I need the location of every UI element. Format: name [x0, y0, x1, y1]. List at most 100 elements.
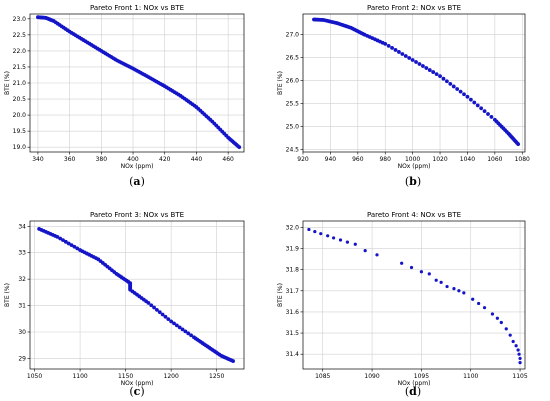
data-point — [61, 238, 65, 243]
plot-frame — [29, 13, 245, 153]
x-tick-label: 1095 — [414, 373, 429, 380]
plot-frame — [302, 220, 526, 370]
x-tick-label: 1250 — [209, 373, 224, 380]
y-tick-label: 19.5 — [13, 128, 27, 135]
x-tick-label: 980 — [379, 156, 391, 163]
chart-panel-b: 920 940 960 980 1000 1020 1040 1060 1080 24.5 25.0… — [277, 4, 530, 188]
data-point — [66, 241, 71, 246]
data-point — [419, 270, 423, 274]
plot-frame — [302, 13, 526, 153]
data-point — [307, 227, 311, 232]
data-point — [462, 92, 466, 97]
x-tick-label: 1200 — [164, 373, 179, 380]
y-axis-label: BTE (%) — [277, 283, 284, 307]
chart-title: Pareto Front 4: NOx vs BTE — [367, 211, 461, 219]
data-point — [75, 246, 80, 251]
chart-title: Pareto Front 3: NOx vs BTE — [90, 211, 184, 219]
x-tick-label: 1150 — [118, 373, 133, 380]
data-point — [410, 58, 415, 62]
data-point — [345, 240, 349, 244]
data-point — [444, 79, 449, 84]
x-tick-label: 1060 — [487, 156, 502, 163]
plot-frame — [29, 220, 245, 370]
y-axis-label: BTE (%) — [4, 71, 11, 95]
x-tick-label: 380 — [96, 156, 108, 163]
x-tick-label: 340 — [32, 156, 44, 163]
x-tick-label: 420 — [159, 156, 171, 163]
data-point — [400, 261, 404, 265]
data-point — [169, 319, 174, 324]
data-point — [518, 361, 522, 365]
y-tick-label: 26.0 — [286, 78, 300, 85]
data-point — [441, 76, 446, 81]
data-point — [445, 284, 449, 289]
x-tick-label: 920 — [297, 156, 309, 163]
data-point — [313, 229, 317, 234]
y-tick-label: 26.5 — [286, 55, 300, 62]
data-point — [516, 348, 520, 352]
y-tick-label: 29 — [18, 355, 26, 362]
data-point — [434, 278, 438, 282]
data-point — [189, 333, 193, 338]
data-point — [414, 60, 418, 64]
data-point — [471, 297, 475, 301]
data-point — [375, 253, 379, 257]
y-tick-label: 21.0 — [13, 80, 27, 87]
panel-caption: (d) — [405, 385, 421, 398]
data-point — [516, 142, 521, 147]
data-point — [434, 72, 439, 76]
x-tick-label: 1020 — [432, 156, 447, 163]
chart-panel-c: 1050 1100 1150 1200 1250 29 30 31 32 33 34 Pareto F… — [4, 211, 245, 398]
y-tick-label: 32 — [18, 276, 26, 283]
data-point — [479, 106, 484, 111]
y-tick-label: 34 — [18, 223, 26, 230]
data-point — [514, 344, 518, 348]
x-tick-label: 1080 — [515, 156, 530, 163]
data-point — [237, 145, 242, 150]
data-point — [482, 306, 487, 310]
y-tick-label: 31.8 — [286, 267, 300, 274]
data-point — [386, 44, 391, 48]
y-tick-label: 31.4 — [286, 351, 300, 358]
data-point — [149, 303, 154, 308]
data-point — [455, 87, 460, 91]
y-tick-label: 19.0 — [13, 144, 27, 151]
data-point — [427, 68, 432, 72]
panel-caption: (a) — [129, 175, 145, 188]
data-point — [518, 356, 522, 361]
x-tick-label: 1050 — [27, 373, 42, 380]
x-tick-label: 960 — [352, 156, 364, 163]
data-point — [477, 301, 481, 306]
data-point — [400, 52, 405, 56]
data-point — [397, 50, 401, 54]
data-point — [58, 236, 63, 241]
data-point — [424, 66, 429, 70]
data-point — [421, 64, 425, 68]
data-point — [508, 333, 512, 337]
x-tick-label: 400 — [127, 156, 139, 163]
y-tick-label: 27.0 — [286, 32, 300, 39]
data-point — [452, 287, 456, 291]
y-tick-label: 23.0 — [13, 16, 27, 23]
data-point — [160, 312, 165, 317]
x-axis-label: NOx (ppm) — [121, 380, 154, 387]
panel-caption: (c) — [129, 385, 144, 398]
y-tick-label: 31.7 — [286, 288, 300, 295]
x-tick-label: 940 — [325, 156, 337, 163]
data-point — [166, 317, 171, 322]
data-point — [482, 109, 487, 114]
x-axis-label: NOx (ppm) — [398, 380, 431, 387]
data-point — [174, 323, 179, 328]
data-point — [490, 312, 495, 316]
data-point — [448, 81, 453, 86]
y-tick-label: 25.0 — [286, 124, 300, 131]
chart-title: Pareto Front 1: NOx vs BTE — [90, 4, 184, 12]
data-point — [511, 339, 515, 344]
y-tick-label: 24.5 — [286, 147, 300, 154]
y-tick-label: 31.5 — [286, 330, 300, 337]
data-point — [146, 301, 151, 305]
data-point — [393, 48, 398, 52]
y-tick-label: 21.5 — [13, 64, 27, 71]
data-point — [390, 46, 394, 50]
